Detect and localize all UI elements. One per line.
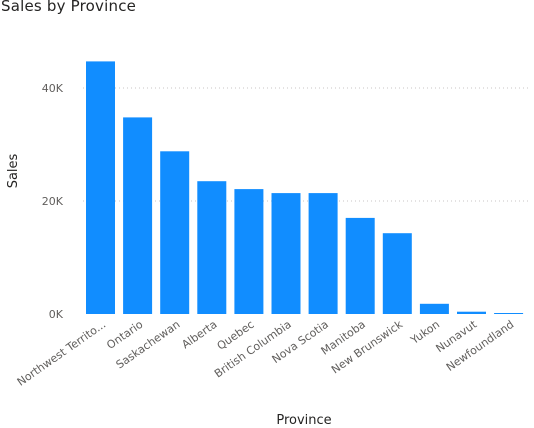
bar[interactable] <box>197 181 227 314</box>
bar[interactable] <box>234 189 264 314</box>
x-tick-label: Northwest Territo... <box>15 318 108 389</box>
bar[interactable] <box>494 313 524 314</box>
bar[interactable] <box>123 117 153 315</box>
bar[interactable] <box>419 303 449 314</box>
bar[interactable] <box>160 151 190 314</box>
y-tick-label: 20K <box>42 195 64 208</box>
bars <box>86 61 524 315</box>
chart-title: Sales by Province <box>1 0 137 15</box>
x-tick-label: Saskachewan <box>114 318 183 372</box>
bar[interactable] <box>382 233 412 314</box>
bar[interactable] <box>271 193 301 314</box>
bar[interactable] <box>457 311 486 314</box>
y-tick-label: 40K <box>42 82 64 95</box>
x-tick-label: Alberta <box>179 318 219 352</box>
bar[interactable] <box>86 61 115 315</box>
bar[interactable] <box>308 193 338 314</box>
bar[interactable] <box>345 217 375 314</box>
gridlines <box>83 87 530 202</box>
x-tick-label: Newfoundland <box>444 318 516 374</box>
x-axis-ticks: Northwest Territo...OntarioSaskachewanAl… <box>15 317 517 388</box>
y-axis-title: Sales <box>6 153 21 188</box>
x-axis-title: Province <box>276 413 331 428</box>
y-axis-ticks: 0K 20K 40K <box>42 82 64 321</box>
y-tick-label: 0K <box>49 308 64 321</box>
